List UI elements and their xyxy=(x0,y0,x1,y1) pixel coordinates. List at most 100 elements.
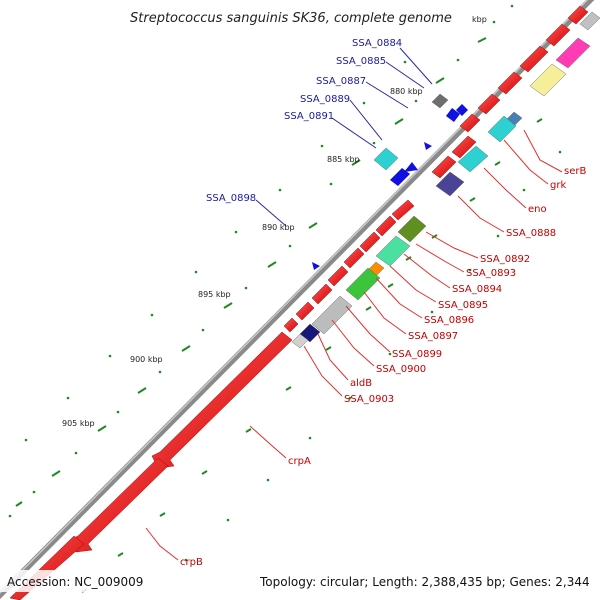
cog-box-lightgray xyxy=(291,333,309,349)
leader-line xyxy=(345,305,391,353)
cog-box-darkgray xyxy=(431,93,449,109)
gene-arrow-blue xyxy=(424,142,432,150)
gene-label: SSA_0885 xyxy=(336,56,386,67)
leader-line xyxy=(365,81,409,109)
gene-arrow-blue xyxy=(390,168,410,186)
dash-mark xyxy=(117,552,124,557)
gene-arrow xyxy=(497,71,523,95)
scale-dot xyxy=(348,396,352,400)
scale-dot xyxy=(496,234,500,238)
dash-mark xyxy=(285,386,292,391)
scale-dot xyxy=(308,436,312,440)
scale-dot xyxy=(362,101,366,105)
leader-lines-blue xyxy=(255,47,433,227)
scale-dot xyxy=(32,490,36,494)
cog-box-olive xyxy=(397,215,427,243)
gene-label: SSA_0898 xyxy=(206,193,256,204)
scale-dot xyxy=(158,370,162,374)
tick-mark xyxy=(477,37,487,43)
scale-dot xyxy=(522,188,526,192)
scale-dot xyxy=(194,270,198,274)
gene-label: crpB xyxy=(180,557,203,568)
scale-dot xyxy=(456,58,460,62)
scale-dot xyxy=(226,518,230,522)
scale-dot xyxy=(492,20,496,24)
footer-left-bg xyxy=(0,570,150,592)
gene-arrow xyxy=(545,23,571,47)
gene-labels-red: serB grk eno SSA_0888 SSA_0892 SSA_0893 … xyxy=(180,166,586,568)
cog-box-gray xyxy=(311,295,353,335)
scale-dot xyxy=(558,150,562,154)
gene-label: serB xyxy=(564,166,586,177)
tick-mark xyxy=(267,261,277,268)
gene-label: crpA xyxy=(288,456,311,467)
leader-lines-red xyxy=(145,129,563,561)
forward-strand-genes xyxy=(283,5,589,333)
gene-arrow xyxy=(451,135,477,159)
gene-arrow xyxy=(359,231,381,253)
tick-mark xyxy=(51,470,61,477)
gene-label: SSA_0892 xyxy=(480,254,530,265)
leader-line xyxy=(457,195,505,233)
scale-dot xyxy=(116,410,120,414)
dash-mark xyxy=(201,470,208,475)
leader-line xyxy=(403,253,451,289)
cog-box-green xyxy=(345,267,381,301)
gene-arrow xyxy=(477,93,501,115)
gene-label: SSA_0899 xyxy=(392,349,442,360)
leader-line xyxy=(389,265,437,303)
leader-line xyxy=(317,333,349,381)
gene-arrow-crpA xyxy=(151,331,293,469)
tick-mark xyxy=(97,425,107,432)
leader-line xyxy=(255,199,287,227)
cog-box-cyan xyxy=(373,147,399,171)
scale-dot xyxy=(329,182,333,186)
scale-dot xyxy=(108,354,112,358)
gene-label: SSA_0900 xyxy=(376,364,426,375)
tick-label: 900 kbp xyxy=(130,355,163,364)
leader-line xyxy=(503,139,549,185)
cog-box-gray xyxy=(579,11,600,31)
scale-dot xyxy=(403,60,407,64)
gene-label: SSA_0897 xyxy=(408,331,458,342)
gene-arrow xyxy=(519,45,549,73)
gene-arrow-blue xyxy=(404,162,418,172)
scale-dot xyxy=(288,244,292,248)
tick-mark xyxy=(351,159,361,166)
map-title: Streptococcus sanguinis SK36, complete g… xyxy=(130,11,452,26)
tick-label: 905 kbp xyxy=(62,419,95,428)
scale-dot xyxy=(8,514,12,518)
tick-label: 885 kbp xyxy=(327,155,360,164)
leader-line xyxy=(415,243,465,273)
tick-label: 880 kbp xyxy=(390,87,423,96)
gene-label: SSA_0893 xyxy=(466,268,516,279)
dash-mark xyxy=(536,118,543,123)
title-kbp-unit: kbp xyxy=(472,15,487,24)
leader-line xyxy=(303,345,343,397)
gene-labels-blue: SSA_0884 SSA_0885 SSA_0887 SSA_0889 SSA_… xyxy=(206,38,402,204)
scale-dot xyxy=(414,99,418,103)
scale-dot xyxy=(510,4,514,8)
gene-label: SSA_0888 xyxy=(506,228,556,239)
tick-mark xyxy=(15,501,23,507)
scale-dot xyxy=(266,478,270,482)
scale-dot xyxy=(372,141,376,145)
scale-dot xyxy=(234,230,238,234)
accession-text: Accession: NC_009009 xyxy=(7,575,143,589)
gene-label: SSA_0903 xyxy=(344,394,394,405)
dash-mark xyxy=(365,306,372,311)
footer-right-bg xyxy=(255,570,600,592)
gene-arrow xyxy=(459,113,481,133)
leader-line xyxy=(483,167,527,209)
gene-label: SSA_0891 xyxy=(284,111,334,122)
scale-dot xyxy=(66,396,70,400)
tick-mark xyxy=(181,345,191,352)
cog-box-slate xyxy=(435,171,465,197)
dash-mark xyxy=(387,283,394,288)
leader-line xyxy=(385,61,425,89)
gene-arrow xyxy=(391,199,415,221)
reverse-strand-genes xyxy=(312,104,468,270)
